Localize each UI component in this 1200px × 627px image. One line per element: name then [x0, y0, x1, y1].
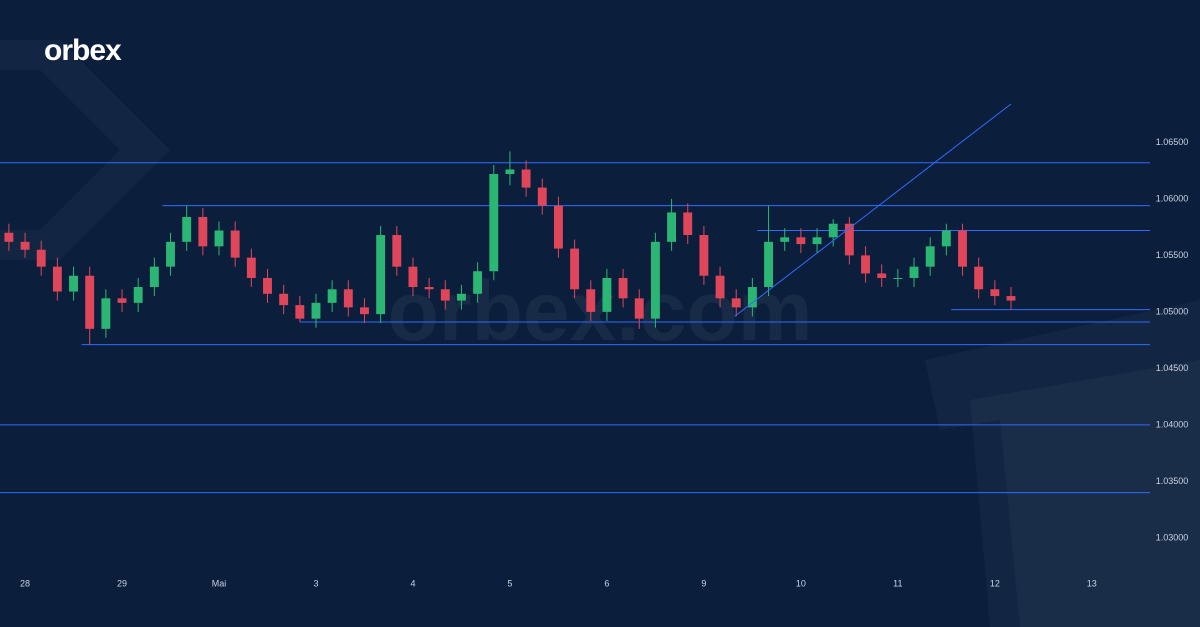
candle-body: [230, 230, 240, 258]
candle-body: [812, 237, 822, 245]
y-tick-label: 1.06500: [1156, 137, 1189, 147]
candle-body: [747, 287, 757, 308]
x-tick-label: 12: [990, 578, 1000, 588]
candle-body: [360, 307, 369, 315]
candle-body: [295, 305, 305, 319]
candle-body: [537, 187, 547, 206]
candle-body: [133, 287, 143, 303]
candle-body: [279, 293, 289, 306]
candle-body: [246, 257, 256, 278]
candle-body: [376, 235, 386, 315]
candle-body: [650, 241, 660, 319]
candle-body: [149, 266, 159, 288]
x-tick-label: 28: [20, 578, 30, 588]
candle-body: [941, 230, 951, 247]
x-tick-label: 29: [117, 578, 127, 588]
candle-body: [893, 277, 903, 279]
candle-body: [683, 212, 693, 236]
x-tick-label: 13: [1087, 578, 1097, 588]
x-tick-label: 3: [313, 578, 318, 588]
candle-body: [974, 266, 984, 290]
candle-body: [634, 298, 644, 319]
x-tick-label: Mai: [212, 578, 227, 588]
y-tick-label: 1.04500: [1156, 363, 1189, 373]
candle-body: [909, 266, 919, 278]
candle-body: [327, 289, 337, 303]
candle-body: [69, 275, 78, 292]
candle-body: [198, 216, 208, 247]
candle-body: [52, 266, 62, 292]
candle-body: [408, 266, 418, 288]
x-tick-label: 5: [507, 578, 512, 588]
candle-body: [4, 232, 14, 242]
candle-body: [844, 223, 854, 256]
candle-body: [473, 271, 483, 294]
candle-body: [101, 298, 111, 329]
candle-body: [440, 289, 450, 301]
candle-body: [780, 237, 790, 242]
y-tick-label: 1.06000: [1156, 193, 1189, 203]
candle-body: [570, 248, 580, 290]
candle-body: [85, 275, 95, 329]
candle-body: [877, 273, 887, 278]
candle-body: [36, 249, 46, 267]
candle-body: [602, 277, 612, 312]
candle-body: [263, 277, 272, 294]
x-tick-label: 9: [701, 578, 706, 588]
candle-body: [667, 212, 677, 242]
candle-body: [796, 237, 806, 245]
candle-body: [505, 169, 515, 175]
candle-body: [861, 255, 870, 274]
candle-body: [311, 302, 321, 319]
candle-body: [392, 235, 402, 267]
x-tick-label: 11: [893, 578, 902, 588]
candle-body: [214, 230, 224, 247]
candle-body: [715, 275, 725, 299]
candle-body: [586, 289, 596, 312]
y-tick-label: 1.05000: [1156, 306, 1189, 316]
candle-body: [764, 241, 773, 288]
y-tick-label: 1.03000: [1156, 532, 1189, 542]
candle-body: [20, 241, 30, 250]
candle-body: [828, 223, 838, 238]
candle-body: [618, 277, 628, 299]
decor: [970, 360, 1200, 627]
y-tick-label: 1.04000: [1156, 419, 1189, 429]
candle-body: [521, 169, 531, 188]
candle-body: [117, 298, 127, 303]
candle-body: [1006, 296, 1016, 301]
x-tick-label: 10: [796, 578, 806, 588]
candle-body: [489, 174, 499, 272]
candle-body: [457, 293, 466, 301]
candle-body: [182, 216, 192, 242]
candle-body: [699, 235, 709, 276]
candle-body: [343, 289, 353, 308]
candle-body: [424, 287, 434, 290]
x-tick-label: 4: [410, 578, 415, 588]
watermark: orbex.com: [388, 264, 813, 358]
candle-body: [553, 205, 563, 249]
candle-body: [958, 230, 967, 267]
candle-body: [166, 241, 175, 267]
trend-line: [734, 103, 1012, 317]
x-tick-label: 6: [604, 578, 609, 588]
y-tick-label: 1.05500: [1156, 250, 1189, 260]
y-tick-label: 1.03500: [1156, 476, 1189, 486]
candle-body: [731, 298, 741, 308]
candle-body: [925, 246, 935, 267]
candle-body: [990, 289, 1000, 297]
brand-logo: orbex: [44, 34, 122, 67]
